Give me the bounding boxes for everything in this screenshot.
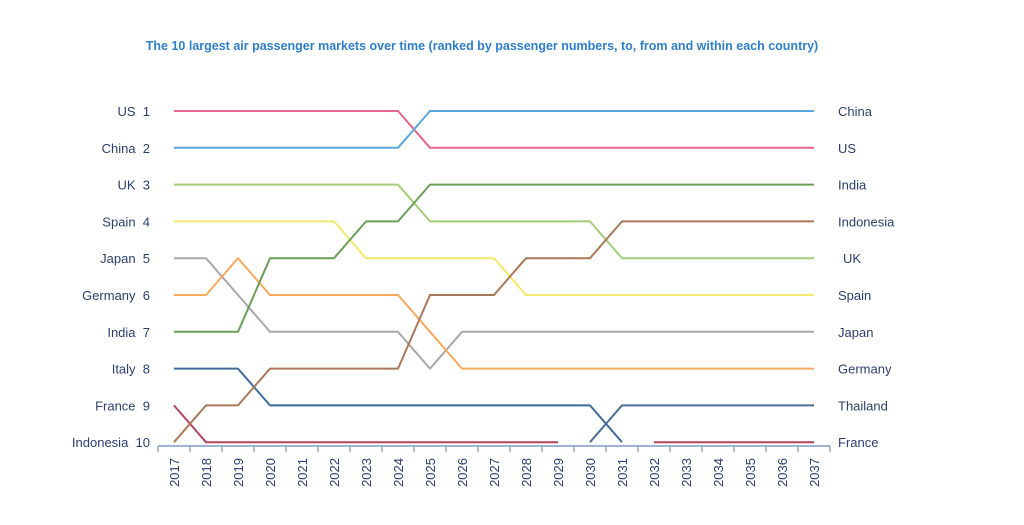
series-line-france — [173, 404, 558, 444]
x-tick-label: 2033 — [679, 458, 694, 487]
left-rank-label: Spain 4 — [102, 214, 150, 229]
right-rank-label: India — [838, 178, 867, 193]
left-rank-label: Japan 5 — [100, 251, 150, 266]
x-tick-label: 2024 — [391, 458, 406, 487]
left-rank-label: India 7 — [107, 325, 150, 340]
series-line-us — [174, 110, 814, 149]
x-tick-label: 2022 — [327, 458, 342, 487]
right-rank-label: Thailand — [838, 398, 888, 413]
chart-title: The 10 largest air passenger markets ove… — [145, 39, 819, 53]
right-rank-label: US — [838, 141, 856, 156]
x-tick-label: 2017 — [167, 458, 182, 487]
right-rank-label: France — [838, 435, 878, 450]
left-rank-label: Indonesia 10 — [72, 435, 150, 450]
x-tick-label: 2030 — [583, 458, 598, 487]
x-tick-label: 2026 — [455, 458, 470, 487]
x-tick-label: 2032 — [647, 458, 662, 487]
left-rank-label: Germany 6 — [82, 288, 150, 303]
left-rank-label: US 1 — [117, 104, 150, 119]
series-line-spain — [174, 220, 814, 296]
series-line-germany — [174, 257, 814, 370]
left-rank-label: France 9 — [95, 398, 150, 413]
x-tick-label: 2029 — [551, 458, 566, 487]
x-tick-label: 2027 — [487, 458, 502, 487]
left-rank-label: Italy 8 — [112, 362, 150, 377]
x-tick-label: 2018 — [199, 458, 214, 487]
x-tick-label: 2025 — [423, 458, 438, 487]
right-rank-label: UK — [843, 251, 861, 266]
right-rank-label: Germany — [838, 362, 892, 377]
series-line-japan — [174, 257, 814, 370]
x-tick-label: 2031 — [615, 458, 630, 487]
x-tick-label: 2021 — [295, 458, 310, 487]
series-line-india — [174, 183, 814, 333]
series-line-thailand — [589, 404, 814, 443]
right-rank-label: China — [838, 104, 873, 119]
x-tick-label: 2037 — [807, 458, 822, 487]
left-rank-label: China 2 — [102, 141, 150, 156]
x-tick-label: 2028 — [519, 458, 534, 487]
left-rank-label: UK 3 — [117, 178, 150, 193]
x-tick-label: 2019 — [231, 458, 246, 487]
series-line-italy — [174, 367, 623, 443]
x-tick-label: 2035 — [743, 458, 758, 487]
series-line-uk — [174, 183, 814, 260]
x-tick-label: 2036 — [775, 458, 790, 487]
right-rank-label: Spain — [838, 288, 871, 303]
series-line-indonesia — [173, 220, 814, 443]
right-rank-label: Indonesia — [838, 214, 895, 229]
x-tick-label: 2034 — [711, 458, 726, 487]
x-tick-label: 2020 — [263, 458, 278, 487]
x-tick-label: 2023 — [359, 458, 374, 487]
right-rank-label: Japan — [838, 325, 873, 340]
series-line-china — [174, 110, 814, 149]
